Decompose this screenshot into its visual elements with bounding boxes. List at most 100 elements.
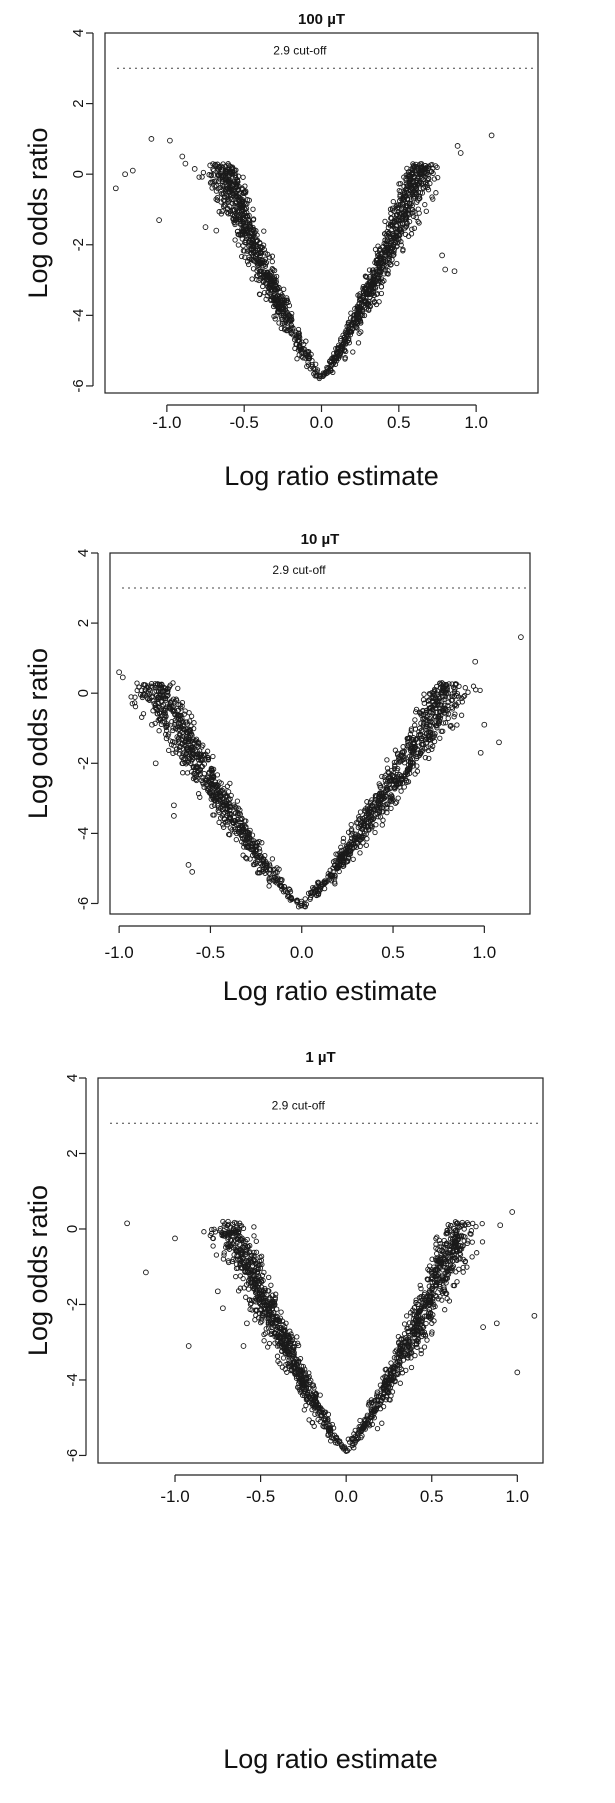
scatter-point (332, 857, 338, 864)
scatter-point (384, 765, 391, 771)
scatter-point (188, 760, 194, 767)
outlier-point (202, 224, 209, 230)
outlier-point (244, 1320, 250, 1327)
scatter-point (469, 1254, 475, 1260)
scatter-point (208, 774, 214, 781)
scatter-point (252, 861, 258, 868)
outlier-point (213, 227, 220, 234)
scatter-point (237, 1273, 244, 1279)
outlier-point (180, 760, 186, 767)
scatter-point (445, 711, 452, 717)
scatter-point (412, 722, 418, 728)
data-points (112, 132, 495, 382)
cutoff-label: 2.9 cut-off (272, 1098, 326, 1112)
x-tick-label: 0.0 (310, 413, 334, 432)
scatter-point (208, 782, 214, 788)
scatter-point (217, 799, 224, 805)
scatter-point (374, 250, 381, 256)
scatter-point (213, 1252, 220, 1258)
outlier-point (472, 658, 479, 665)
scatter-point (371, 270, 378, 276)
scatter-point (235, 242, 242, 248)
scatter-point (221, 190, 227, 197)
panel-title: 1 µT (305, 1049, 335, 1066)
scatter-point (382, 778, 389, 784)
x-tick-label: 0.5 (381, 943, 405, 962)
y-tick-label: -4 (70, 309, 87, 322)
scatter-point (234, 209, 241, 215)
scatter-point (374, 291, 381, 297)
scatter-point (338, 854, 344, 860)
y-tick-label: 0 (64, 1225, 81, 1233)
scatter-point (254, 273, 260, 279)
scatter-point (424, 177, 431, 183)
scatter-point (377, 278, 383, 285)
scatter-point (241, 248, 248, 254)
y-tick-label: 4 (64, 1074, 81, 1082)
scatter-point (207, 180, 214, 186)
scatter-point (183, 751, 189, 758)
scatter-point (255, 870, 261, 876)
scatter-point (226, 797, 232, 803)
scatter-point (321, 885, 328, 892)
scatter-point (416, 220, 422, 226)
scatter-point (401, 784, 407, 790)
scatter-point (234, 228, 241, 235)
scatter-point (342, 356, 348, 362)
scatter-point (413, 189, 419, 195)
y-tick-label: 2 (75, 619, 92, 627)
scatter-point (411, 162, 417, 169)
outlier-point (129, 167, 136, 174)
scatter-point (473, 1223, 479, 1230)
scatter-point (345, 829, 352, 835)
scatter-point (349, 835, 355, 841)
scatter-point (437, 735, 443, 741)
scatter-point (434, 722, 440, 728)
scatter-point (425, 187, 432, 193)
scatter-point (250, 242, 257, 249)
scatter-point (304, 363, 310, 370)
scatter-point (256, 291, 263, 297)
scatter-point (296, 343, 302, 350)
scatter-point (407, 766, 413, 773)
scatter-point (356, 306, 362, 312)
scatter-point (197, 766, 203, 773)
scatter-point (232, 237, 238, 243)
scatter-point (229, 827, 235, 833)
scatter-point (218, 190, 224, 197)
x-tick-label: -0.5 (246, 1487, 275, 1506)
scatter-point (253, 1238, 259, 1244)
cutoff-label: 2.9 cut-off (272, 563, 326, 577)
scatter-point (244, 213, 250, 219)
scatter-point (175, 685, 181, 692)
scatter-point (344, 323, 350, 329)
scatter-point (250, 237, 256, 243)
scatter-point (315, 879, 321, 886)
y-tick-label: -4 (64, 1373, 81, 1386)
scatter-point (278, 1309, 284, 1315)
scatter-point (353, 311, 359, 317)
scatter-point (244, 210, 250, 216)
scatter-point (206, 789, 212, 796)
scatter-point (419, 165, 425, 172)
scatter-point (271, 313, 277, 320)
scatter-point (408, 1355, 414, 1361)
scatter-point (398, 196, 404, 202)
scatter-point (203, 776, 209, 782)
scatter-point (177, 722, 184, 728)
scatter-point (419, 749, 425, 755)
scatter-point (200, 742, 206, 748)
scatter-point (454, 690, 461, 697)
scatter-point (426, 163, 432, 169)
scatter-point (405, 233, 412, 239)
scatter-point (271, 871, 277, 877)
scatter-point (140, 681, 147, 688)
scatter-point (240, 852, 246, 858)
scatter-point (344, 858, 351, 864)
scatter-point (416, 210, 422, 216)
scatter-point (413, 214, 419, 221)
scatter-point (398, 227, 404, 233)
scatter-point (375, 261, 382, 267)
scatter-point (186, 729, 192, 735)
